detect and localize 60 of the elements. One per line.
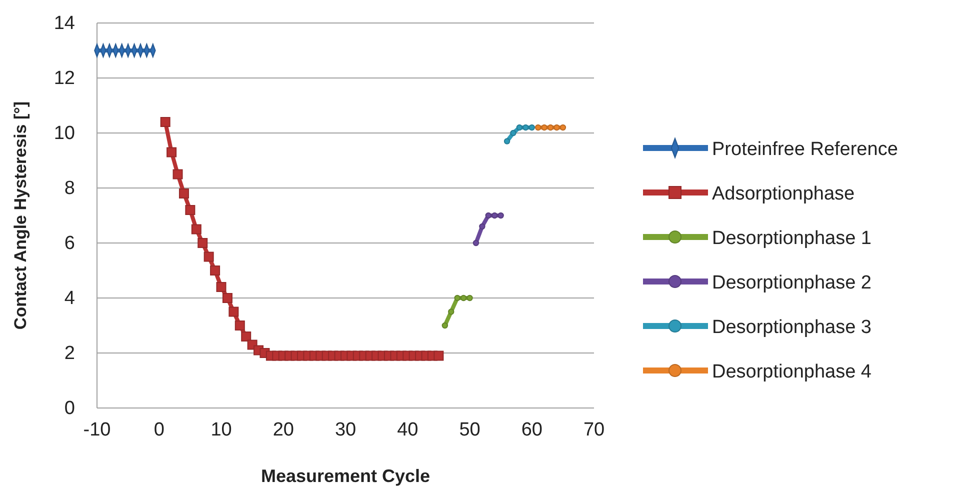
legend-label: Adsorptionphase xyxy=(712,184,855,204)
y-tick-label: 4 xyxy=(64,288,76,310)
point xyxy=(485,212,492,219)
point xyxy=(178,188,189,198)
y-tick-label: 8 xyxy=(64,178,75,200)
point xyxy=(204,252,214,262)
point xyxy=(460,294,467,302)
y-tick-label: 2 xyxy=(64,343,75,364)
x-axis-title: Measurement Cycle xyxy=(260,466,430,486)
point xyxy=(516,124,523,131)
point xyxy=(510,130,516,136)
point xyxy=(166,147,177,158)
x-tick-label: 50 xyxy=(459,419,480,440)
point xyxy=(547,124,554,131)
point xyxy=(541,124,548,131)
point xyxy=(434,350,444,361)
legend-label: Desorptionphase 3 xyxy=(712,317,872,338)
point xyxy=(472,240,480,246)
x-tick-label: 60 xyxy=(521,419,542,440)
x-tick-label: 40 xyxy=(397,419,418,440)
point xyxy=(185,205,196,215)
y-axis-title: Contact Angle Hysteresis [°] xyxy=(11,101,30,330)
y-tick-label: 12 xyxy=(54,68,75,90)
point xyxy=(479,223,486,230)
point xyxy=(466,294,473,302)
point xyxy=(241,332,252,342)
point xyxy=(528,124,535,131)
point xyxy=(448,308,454,315)
legend-label: Desorptionphase 2 xyxy=(712,272,872,294)
x-tick-label: 10 xyxy=(210,419,232,440)
point xyxy=(172,169,183,180)
x-tick-label: 20 xyxy=(272,419,294,440)
legend-label: Desorptionphase 4 xyxy=(712,362,872,382)
point xyxy=(442,322,448,329)
x-tick-label: 30 xyxy=(334,419,356,440)
point xyxy=(504,138,510,144)
point xyxy=(210,266,220,276)
x-tick-label: -10 xyxy=(83,419,111,440)
point xyxy=(522,124,529,131)
point xyxy=(498,212,504,219)
y-tick-label: 0 xyxy=(64,398,75,420)
point xyxy=(560,124,566,131)
point xyxy=(222,293,232,303)
point xyxy=(160,117,170,127)
y-tick-label: 10 xyxy=(54,123,75,144)
point xyxy=(554,124,560,131)
x-tick-label: 70 xyxy=(583,419,605,440)
point xyxy=(454,294,460,302)
y-tick-label: 14 xyxy=(54,13,76,34)
point xyxy=(492,212,498,219)
legend-label: Proteinfree Reference xyxy=(712,139,898,160)
legend-label: Desorptionphase 1 xyxy=(712,228,872,249)
point xyxy=(216,282,226,292)
point xyxy=(534,124,542,131)
point xyxy=(198,238,208,248)
x-tick-label: 0 xyxy=(154,419,164,440)
point xyxy=(191,224,202,234)
point xyxy=(228,306,239,317)
point xyxy=(234,320,245,330)
y-tick-label: 6 xyxy=(64,233,75,254)
